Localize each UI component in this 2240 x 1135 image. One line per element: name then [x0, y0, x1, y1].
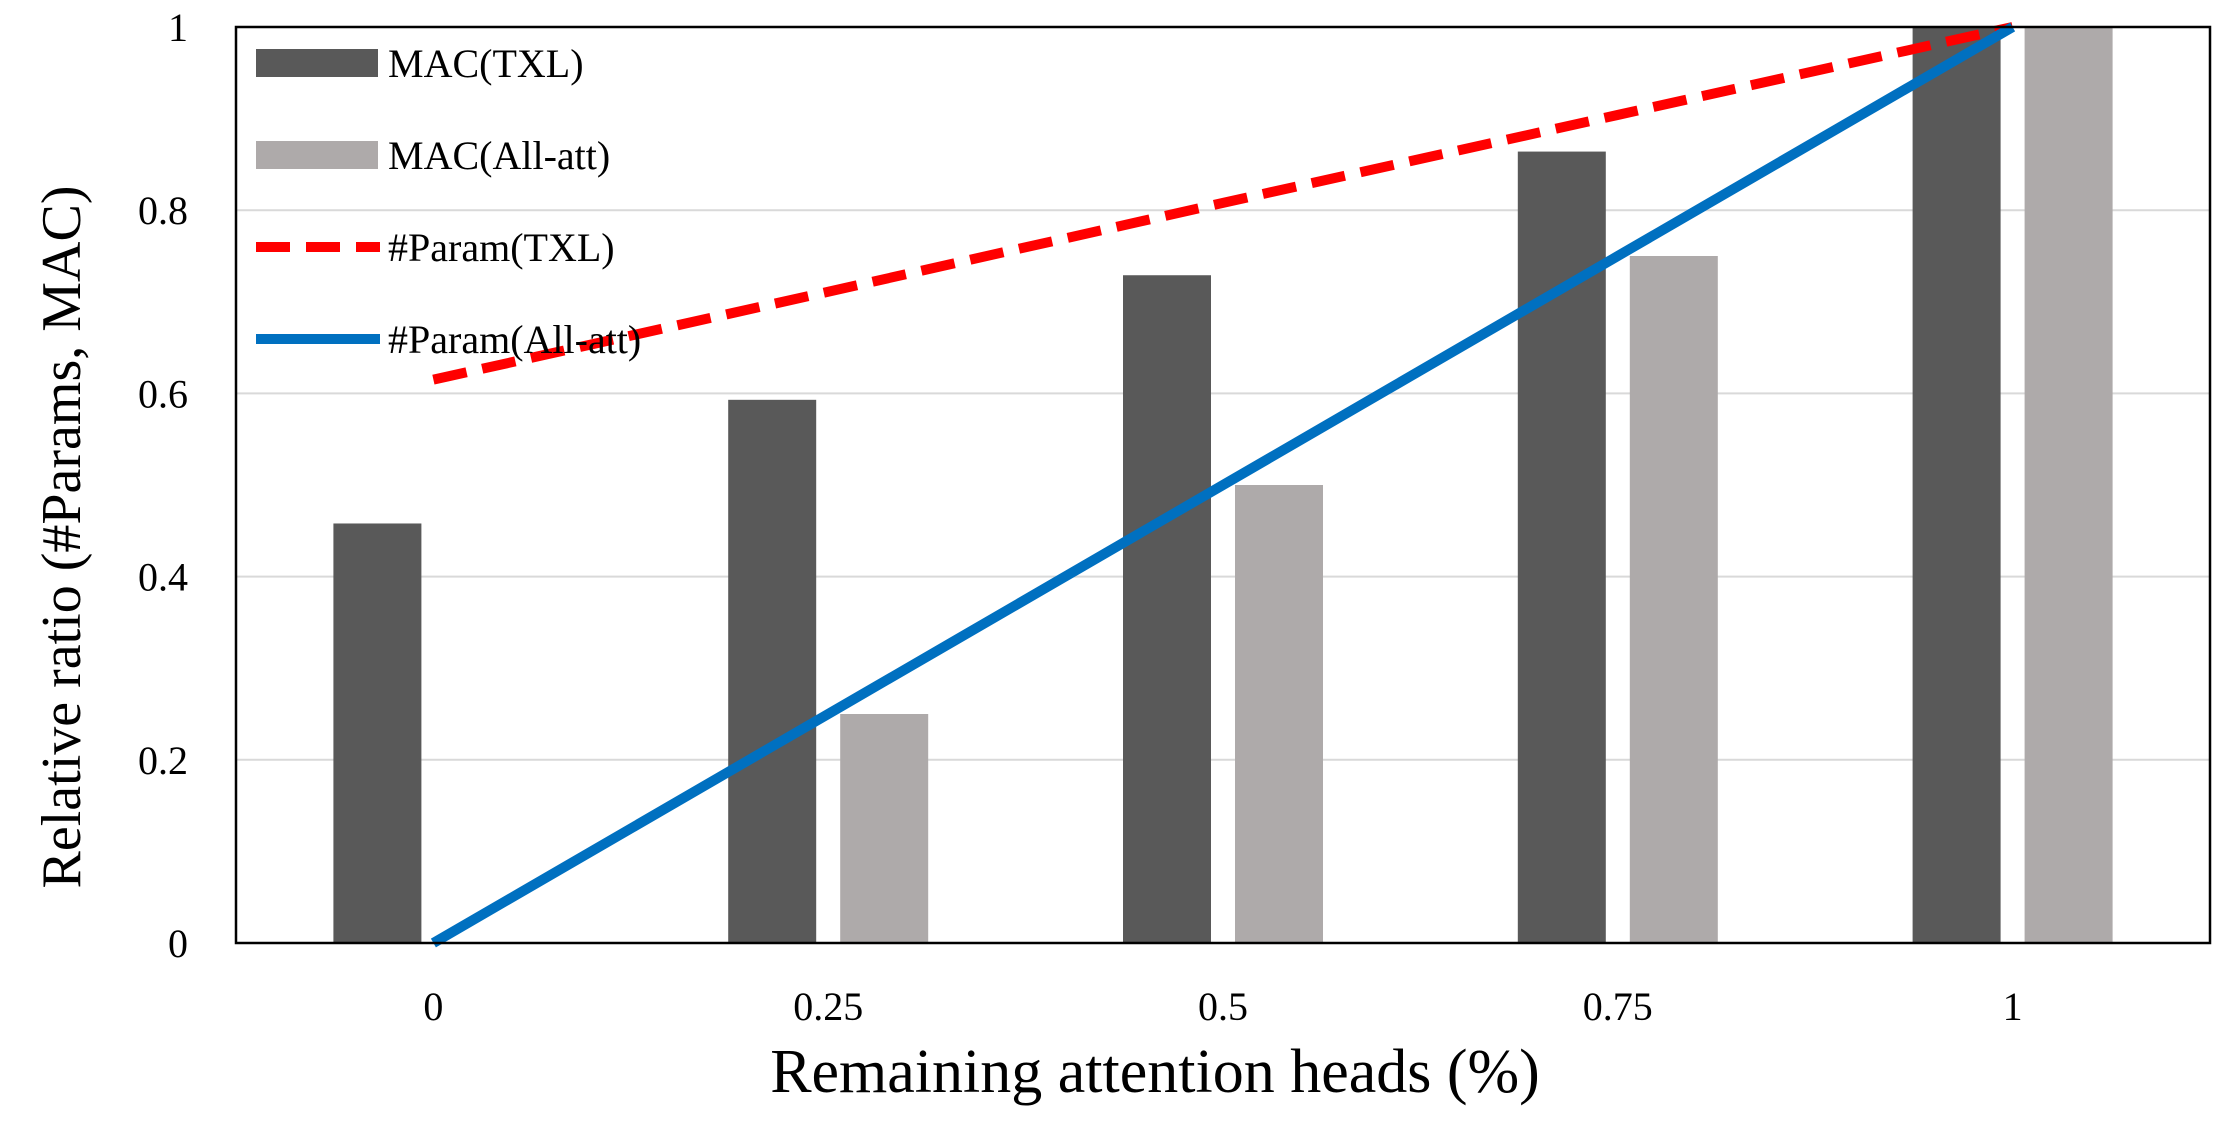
bar [840, 714, 929, 943]
y-tick-label: 0.2 [138, 738, 188, 783]
series-line [430, 22, 2016, 948]
bars [333, 27, 2113, 944]
series-lines [430, 22, 2016, 948]
legend-label: MAC(TXL) [388, 41, 584, 86]
bar [333, 523, 422, 943]
x-axis-ticks: 0 0.25 0.5 0.75 1 [423, 984, 2022, 1029]
bar [728, 399, 817, 943]
bar [2024, 27, 2113, 943]
y-axis-ticks: 0 0.2 0.4 0.6 0.8 1 [138, 5, 188, 966]
bar [1123, 275, 1211, 944]
series-line [432, 22, 2014, 385]
legend-swatch [256, 141, 378, 169]
legend-label: MAC(All-att) [388, 133, 610, 178]
legend: MAC(TXL) MAC(All-att) #Param(TXL) #Param(Al… [256, 41, 641, 362]
bar [1235, 485, 1323, 943]
x-tick-label: 0.75 [1583, 984, 1653, 1029]
x-tick-label: 0.25 [793, 984, 863, 1029]
bar [1912, 27, 2001, 943]
y-tick-label: 0.8 [138, 188, 188, 233]
plot-area-frame [234, 25, 2212, 945]
legend-label: #Param(All-att) [388, 317, 641, 362]
x-tick-label: 0 [423, 984, 443, 1029]
bar [1629, 256, 1718, 943]
y-tick-label: 0 [168, 921, 188, 966]
x-axis-title: Remaining attention heads (%) [770, 1038, 1540, 1106]
x-tick-label: 1 [2003, 984, 2023, 1029]
y-tick-label: 0.6 [138, 371, 188, 416]
legend-swatch [256, 49, 378, 77]
legend-label: #Param(TXL) [388, 225, 615, 270]
x-tick-label: 0.5 [1198, 984, 1248, 1029]
gridlines [236, 209, 2210, 761]
y-tick-label: 0.4 [138, 555, 188, 600]
y-tick-label: 1 [168, 5, 188, 50]
y-axis-title: Relative ratio (#Params, MAC) [31, 186, 93, 889]
